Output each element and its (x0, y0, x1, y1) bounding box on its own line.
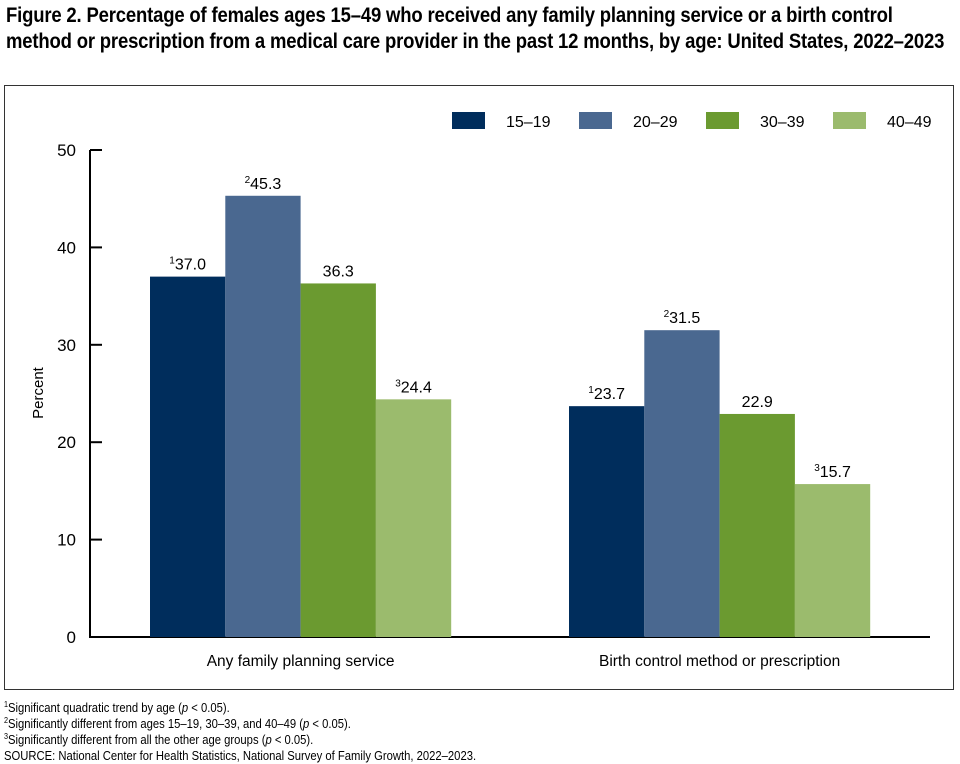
bar (300, 283, 376, 637)
data-label-footnote: 1 (169, 256, 175, 267)
bar (375, 399, 452, 637)
chart-frame (4, 85, 954, 690)
x-category-label: Birth control method or prescription (599, 653, 840, 670)
data-label-value: 24.4 (401, 379, 432, 396)
y-axis-label: Percent (30, 366, 47, 419)
data-label: 231.5 (664, 309, 701, 327)
bar (644, 330, 720, 637)
bar (569, 406, 645, 637)
data-label-value: 45.3 (250, 176, 281, 193)
data-label-value: 23.7 (594, 386, 625, 403)
footnotes: 1Significant quadratic trend by age (p <… (4, 700, 634, 764)
figure-title: Figure 2. Percentage of females ages 15–… (6, 3, 945, 53)
footnote-1: 1Significant quadratic trend by age (p <… (4, 700, 230, 716)
data-label: 137.0 (169, 256, 206, 274)
data-label: 315.7 (814, 463, 851, 481)
legend-swatch (833, 112, 866, 129)
bar (719, 413, 795, 637)
data-label-footnote: 3 (814, 463, 820, 474)
legend-swatch (452, 112, 485, 129)
data-label-footnote: 3 (395, 378, 401, 389)
legend-label: 20–29 (633, 114, 678, 131)
data-label: 22.9 (742, 394, 773, 411)
data-label-footnote: 1 (588, 385, 594, 396)
footnote-3: 3Significantly different from all the ot… (4, 732, 314, 748)
y-tick-label: 40 (57, 238, 76, 257)
data-label-value: 31.5 (669, 310, 700, 327)
legend-label: 15–19 (506, 114, 551, 131)
data-label: 36.3 (323, 263, 354, 280)
footnote-2: 2Significantly different from ages 15–19… (4, 716, 351, 732)
legend-swatch (579, 112, 612, 129)
data-label: 324.4 (395, 378, 432, 396)
y-tick-label: 0 (67, 628, 76, 647)
bar (150, 276, 226, 637)
y-tick-label: 50 (57, 141, 76, 160)
source-note: SOURCE: National Center for Health Stati… (4, 749, 477, 763)
bar (225, 195, 301, 637)
x-category-label: Any family planning service (207, 653, 395, 670)
legend-label: 40–49 (887, 114, 932, 131)
data-label-value: 37.0 (175, 257, 206, 274)
data-label-value: 15.7 (820, 464, 851, 481)
y-tick-label: 10 (57, 531, 76, 550)
data-label-footnote: 2 (664, 309, 670, 320)
y-tick-label: 20 (57, 433, 76, 452)
legend-swatch (706, 112, 739, 129)
y-tick-label: 30 (57, 336, 76, 355)
data-label-footnote: 2 (245, 175, 251, 186)
legend-label: 30–39 (760, 114, 805, 131)
data-label: 123.7 (588, 385, 625, 403)
data-label: 245.3 (245, 175, 282, 193)
bar (794, 484, 871, 637)
